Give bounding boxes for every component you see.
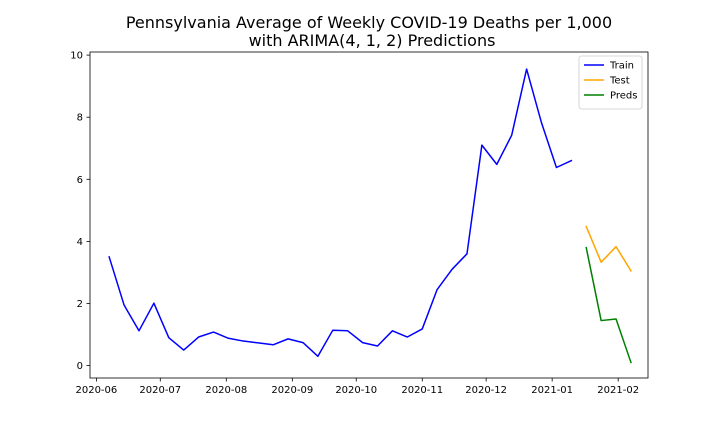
- legend-label-train: Train: [609, 61, 634, 72]
- plot-area: [108, 68, 632, 364]
- x-tick-label: 2020-09: [271, 385, 313, 396]
- y-tick-label: 6: [77, 175, 83, 186]
- x-tick-label: 2020-08: [205, 385, 247, 396]
- legend-label-test: Test: [609, 76, 630, 87]
- series-line-test: [585, 225, 632, 272]
- x-tick-label: 2020-12: [465, 385, 507, 396]
- y-tick-label: 0: [77, 361, 83, 372]
- chart-title-line-2: with ARIMA(4, 1, 2) Predictions: [249, 31, 496, 50]
- x-tick-label: 2021-02: [597, 385, 639, 396]
- y-tick-label: 4: [77, 237, 83, 248]
- y-tick-label: 8: [77, 113, 83, 124]
- axes: 2020-06 2020-07 2020-08 2020-09 2020-10 2020-…: [70, 51, 649, 396]
- x-tick-label: 2020-10: [335, 385, 377, 396]
- y-tick-label: 10: [70, 51, 83, 62]
- x-tick-label: 2020-06: [75, 385, 117, 396]
- y-tick-label: 2: [77, 299, 83, 310]
- x-tick-label: 2020-11: [401, 385, 443, 396]
- legend-label-preds: Preds: [610, 91, 637, 102]
- chart-title: Pennsylvania Average of Weekly COVID-19 …: [126, 13, 612, 50]
- x-tick-label: 2020-07: [139, 385, 181, 396]
- axes-frame: [89, 51, 649, 379]
- series-line-train: [108, 68, 573, 358]
- legend: Train Test Preds: [578, 55, 643, 110]
- x-tick-label: 2021-01: [531, 385, 573, 396]
- chart-title-line-1: Pennsylvania Average of Weekly COVID-19 …: [126, 13, 612, 32]
- series-line-preds: [585, 246, 632, 364]
